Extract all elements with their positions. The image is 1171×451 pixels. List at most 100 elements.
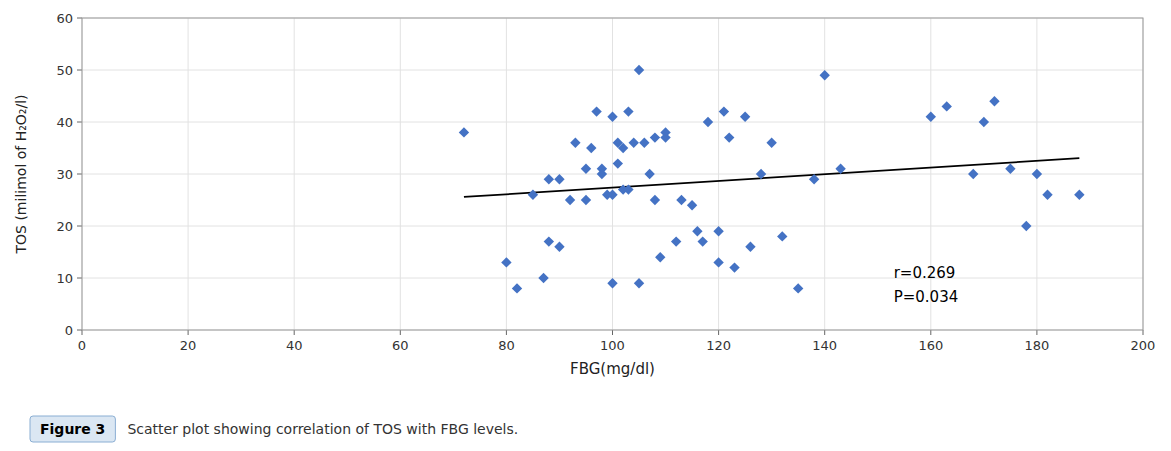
x-tick	[188, 330, 189, 335]
scatter-point	[639, 138, 649, 148]
scatter-point	[835, 164, 845, 174]
scatter-point	[926, 112, 936, 122]
scatter-point	[554, 242, 564, 252]
x-tick	[82, 330, 83, 335]
scatter-point	[586, 143, 596, 153]
scatter-point	[607, 190, 617, 200]
y-grid-line	[82, 70, 1143, 71]
scatter-point	[756, 169, 766, 179]
scatter-point	[740, 112, 750, 122]
scatter-point	[459, 127, 469, 137]
scatter-point	[538, 273, 548, 283]
scatter-point	[703, 117, 713, 127]
scatter-point	[676, 195, 686, 205]
x-tick	[1036, 330, 1037, 335]
scatter-point	[597, 169, 607, 179]
trend-line	[464, 158, 1079, 197]
scatter-point	[565, 195, 575, 205]
chart-container: 0204060801001201401601802000102030405060…	[0, 0, 1171, 451]
scatter-point	[713, 257, 723, 267]
x-tick	[824, 330, 825, 335]
y-tick	[77, 122, 82, 123]
scatter-point	[745, 242, 755, 252]
scatter-point	[623, 184, 633, 194]
x-tick	[506, 330, 507, 335]
x-tick-label: 100	[600, 338, 625, 353]
scatter-point	[766, 138, 776, 148]
scatter-point	[724, 132, 734, 142]
scatter-point	[581, 164, 591, 174]
y-tick-label: 0	[65, 323, 73, 338]
scatter-point	[793, 283, 803, 293]
scatter-point	[660, 132, 670, 142]
scatter-point	[719, 106, 729, 116]
data-layer	[459, 65, 1085, 294]
scatter-point	[713, 226, 723, 236]
y-grid-line	[82, 174, 1143, 175]
scatter-point	[989, 96, 999, 106]
x-tick-label: 80	[498, 338, 515, 353]
scatter-point	[809, 174, 819, 184]
figure-label-box	[30, 416, 115, 442]
annotation: r=0.269	[894, 264, 956, 282]
y-tick	[77, 174, 82, 175]
annotation: P=0.034	[894, 288, 959, 306]
y-tick-label: 40	[56, 115, 73, 130]
scatter-point	[501, 257, 511, 267]
scatter-point	[613, 158, 623, 168]
scatter-point	[570, 138, 580, 148]
scatter-point	[650, 132, 660, 142]
y-tick	[77, 18, 82, 19]
scatter-point	[544, 174, 554, 184]
x-tick	[294, 330, 295, 335]
x-tick	[930, 330, 931, 335]
x-tick-label: 120	[706, 338, 731, 353]
scatter-point	[687, 200, 697, 210]
scatter-point	[554, 174, 564, 184]
y-tick-label: 50	[56, 63, 73, 78]
y-tick	[77, 226, 82, 227]
y-tick-label: 60	[56, 11, 73, 26]
x-tick-label: 160	[918, 338, 943, 353]
scatter-point	[777, 231, 787, 241]
scatter-point	[968, 169, 978, 179]
scatter-point	[692, 226, 702, 236]
y-axis-label: TOS (milimol of H₂O₂/l)	[13, 94, 29, 254]
scatter-point	[1042, 190, 1052, 200]
x-axis-label: FBG(mg/dl)	[570, 360, 655, 378]
y-tick	[77, 70, 82, 71]
axes: 0204060801001201401601802000102030405060	[56, 11, 1155, 354]
scatter-point	[697, 236, 707, 246]
scatter-point	[634, 65, 644, 75]
scatter-point	[671, 236, 681, 246]
grid	[82, 18, 1143, 330]
scatter-point	[1032, 169, 1042, 179]
x-tick-label: 0	[78, 338, 86, 353]
scatter-point	[512, 283, 522, 293]
scatter-point	[634, 278, 644, 288]
x-tick-label: 200	[1131, 338, 1156, 353]
figure-label: Figure 3	[40, 421, 105, 437]
scatter-point	[820, 70, 830, 80]
x-tick-label: 40	[286, 338, 303, 353]
x-tick-label: 180	[1024, 338, 1049, 353]
caption: Figure 3 Scatter plot showing correlation…	[30, 416, 518, 442]
scatter-point	[1005, 164, 1015, 174]
scatter-point	[618, 143, 628, 153]
scatter-point	[607, 278, 617, 288]
annotations: r=0.269 P=0.034	[894, 264, 959, 306]
scatter-point	[623, 106, 633, 116]
scatter-point	[581, 195, 591, 205]
x-tick-label: 60	[392, 338, 409, 353]
scatter-point	[629, 138, 639, 148]
plot-frame	[82, 18, 1143, 330]
caption-text: Scatter plot showing correlation of TOS …	[127, 421, 518, 437]
y-tick	[77, 278, 82, 279]
y-tick-label: 10	[56, 271, 73, 286]
y-tick-label: 20	[56, 219, 73, 234]
x-tick	[612, 330, 613, 335]
scatter-point	[528, 190, 538, 200]
x-tick	[1143, 330, 1144, 335]
scatter-point	[607, 112, 617, 122]
y-grid-line	[82, 226, 1143, 227]
